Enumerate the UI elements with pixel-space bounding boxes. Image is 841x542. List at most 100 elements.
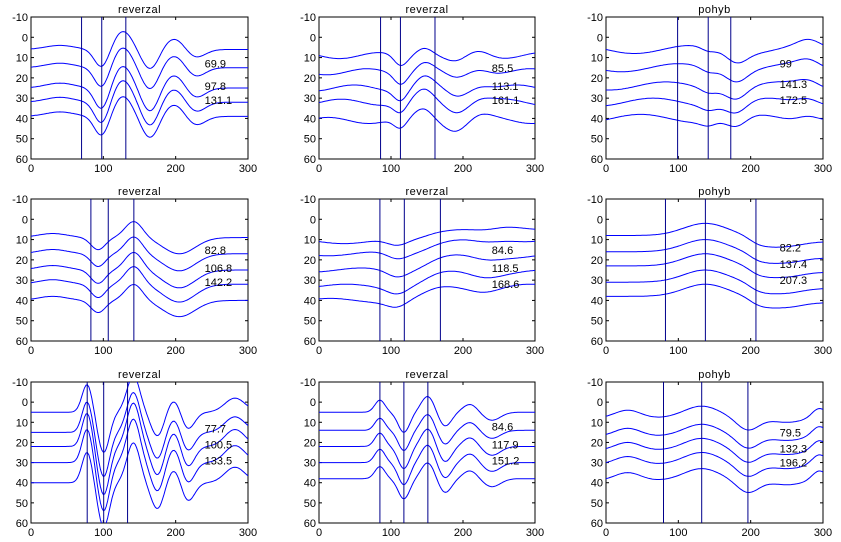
x-tick-label: 0	[316, 527, 322, 539]
y-tick-label: 50	[16, 498, 28, 510]
marker-value-label: 172.5	[780, 95, 808, 107]
subplot-title: reverzal	[405, 186, 448, 198]
x-tick-label: 300	[526, 345, 544, 357]
x-tick-label: 100	[382, 527, 400, 539]
y-tick-label: 40	[16, 295, 28, 307]
marker-value-label: 161.1	[492, 95, 520, 107]
x-tick-label: 0	[316, 345, 322, 357]
y-tick-label: 60	[16, 336, 28, 348]
marker-value-label: 196.2	[780, 458, 808, 470]
y-tick-label: 10	[16, 53, 28, 65]
x-tick-label: 200	[454, 527, 472, 539]
marker-value-label: 118.5	[492, 263, 519, 275]
x-tick-label: 0	[316, 163, 322, 175]
y-tick-label: 0	[22, 397, 28, 409]
marker-value-label: 106.8	[205, 263, 233, 275]
marker-value-label: 79.5	[780, 427, 801, 439]
trace-line	[319, 444, 535, 486]
trace-line	[31, 418, 248, 512]
y-tick-label: 20	[16, 73, 28, 85]
y-tick-label: -10	[12, 377, 28, 389]
marker-value-label: 137.4	[780, 259, 808, 271]
y-tick-label: 40	[591, 113, 603, 125]
x-tick-label: 200	[454, 345, 472, 357]
trace-line	[606, 253, 823, 279]
marker-value-label: 99	[780, 59, 792, 71]
x-tick-label: 300	[239, 527, 257, 539]
marker-value-label: 117.9	[492, 439, 519, 451]
x-tick-label: 200	[166, 163, 184, 175]
y-tick-label: 50	[304, 134, 316, 146]
trace-line	[31, 251, 248, 289]
y-tick-label: 30	[304, 275, 316, 287]
subplot-title: reverzal	[118, 186, 161, 198]
y-tick-label: 60	[304, 336, 316, 348]
x-tick-label: 100	[669, 163, 687, 175]
y-tick-label: 0	[597, 214, 603, 226]
x-tick-label: 300	[814, 345, 832, 357]
x-tick-label: 200	[741, 527, 759, 539]
x-tick-label: 0	[603, 345, 609, 357]
axes-frame	[318, 381, 536, 524]
y-tick-label: 40	[591, 478, 603, 490]
trace-line	[319, 414, 535, 452]
trace-line	[31, 47, 248, 90]
trace-line	[606, 38, 823, 64]
y-tick-label: 30	[304, 458, 316, 470]
y-tick-label: 30	[591, 93, 603, 105]
y-tick-label: 50	[16, 316, 28, 328]
x-tick-label: 300	[526, 163, 544, 175]
marker-value-label: 131.1	[205, 95, 233, 107]
trace-line	[319, 226, 535, 246]
marker-value-label: 168.6	[492, 279, 520, 291]
y-tick-label: -10	[12, 194, 28, 206]
y-tick-label: 10	[591, 53, 603, 65]
trace-line	[319, 428, 535, 470]
y-tick-label: 30	[16, 458, 28, 470]
y-tick-label: -10	[587, 377, 603, 389]
y-tick-label: 10	[591, 417, 603, 429]
y-tick-label: 40	[304, 295, 316, 307]
trace-line	[319, 108, 535, 132]
subplot-title: pohyb	[698, 4, 730, 16]
y-tick-label: -10	[300, 194, 316, 206]
x-tick-label: 100	[382, 345, 400, 357]
y-tick-label: 0	[310, 397, 316, 409]
marker-value-label: 97.8	[205, 81, 226, 93]
y-tick-label: 30	[16, 275, 28, 287]
x-tick-label: 200	[166, 345, 184, 357]
trace-line	[31, 221, 248, 255]
subplot-title: pohyb	[698, 186, 730, 198]
trace-line	[31, 392, 248, 478]
trace-line	[319, 75, 535, 102]
y-tick-label: 40	[16, 478, 28, 490]
y-tick-label: 0	[597, 397, 603, 409]
y-tick-label: 40	[304, 113, 316, 125]
trace-line	[606, 58, 823, 83]
y-tick-label: 20	[591, 73, 603, 85]
y-tick-label: 60	[16, 154, 28, 166]
subplot-title: reverzal	[118, 4, 161, 16]
marker-value-label: 142.2	[205, 277, 233, 289]
trace-line	[606, 452, 823, 477]
y-tick-label: 30	[16, 93, 28, 105]
y-tick-label: 20	[591, 255, 603, 267]
x-tick-label: 300	[814, 527, 832, 539]
y-tick-label: 20	[304, 255, 316, 267]
y-tick-label: 20	[591, 437, 603, 449]
y-tick-label: 0	[310, 32, 316, 44]
trace-line	[319, 47, 535, 67]
y-tick-label: 10	[16, 417, 28, 429]
x-tick-label: 300	[526, 527, 544, 539]
axes-frame	[605, 198, 824, 342]
trace-line	[31, 96, 248, 138]
x-tick-label: 100	[94, 527, 112, 539]
y-tick-label: 10	[16, 235, 28, 247]
